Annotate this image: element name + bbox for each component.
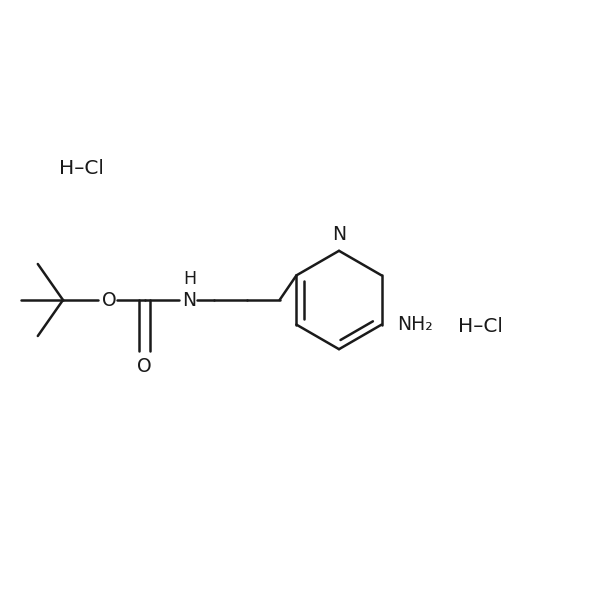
Text: NH₂: NH₂ [397,315,433,334]
Text: O: O [137,356,152,376]
Text: O: O [103,290,117,310]
Text: H: H [183,270,196,288]
Text: N: N [182,290,197,310]
Text: H–Cl: H–Cl [458,317,502,337]
Text: N: N [332,224,346,244]
Text: H–Cl: H–Cl [59,158,103,178]
